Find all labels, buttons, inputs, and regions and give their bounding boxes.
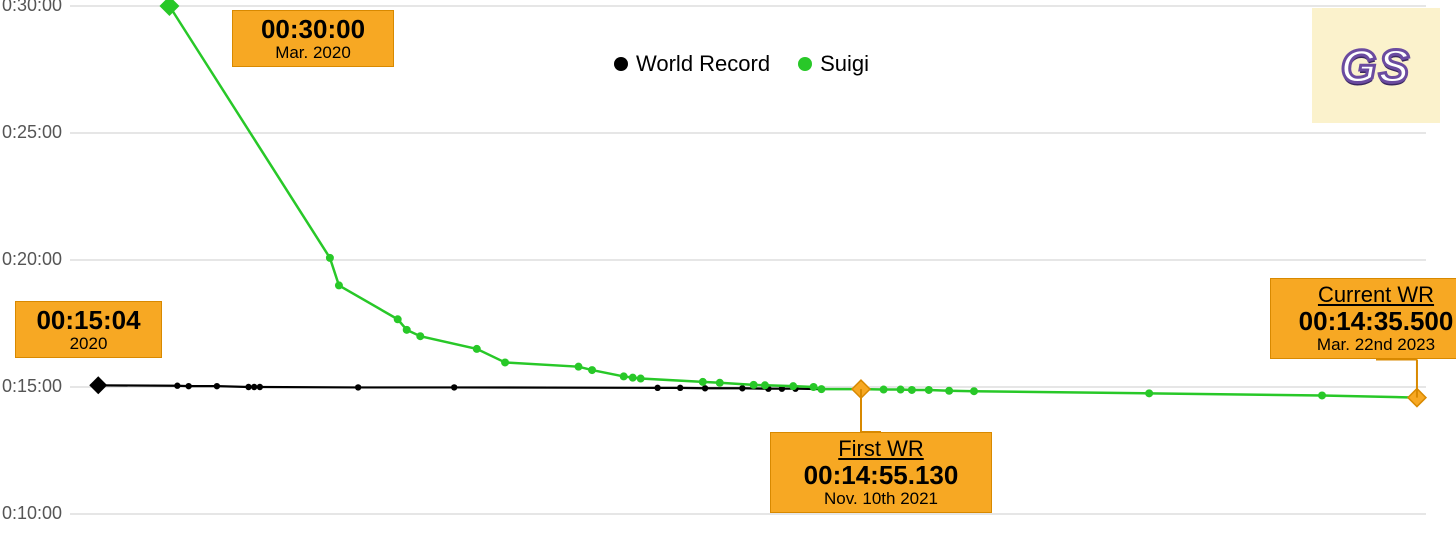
world-record-point <box>677 385 683 391</box>
callout-text: First WR <box>781 437 981 461</box>
suigi-point <box>945 387 953 395</box>
legend-dot <box>798 57 812 71</box>
legend-dot <box>614 57 628 71</box>
callout-suigi-start: 00:30:00Mar. 2020 <box>232 10 394 67</box>
suigi-point <box>575 363 583 371</box>
world-record-point <box>654 385 660 391</box>
legend-label: Suigi <box>820 51 869 77</box>
legend-item: Suigi <box>798 51 869 77</box>
y-tick-label: 0:30:00 <box>2 0 62 15</box>
world-record-point <box>251 384 257 390</box>
legend-label: World Record <box>636 51 770 77</box>
y-tick-label: 0:25:00 <box>2 122 62 142</box>
world-record-point <box>451 384 457 390</box>
y-tick-label: 0:10:00 <box>2 503 62 523</box>
legend: World Record Suigi <box>600 51 883 77</box>
callout-text: 00:14:35.500 <box>1281 307 1456 336</box>
suigi-point <box>473 345 481 353</box>
y-tick-label: 0:20:00 <box>2 249 62 269</box>
y-tick-label: 0:15:00 <box>2 376 62 396</box>
suigi-point <box>403 326 411 334</box>
suigi-point <box>761 381 769 389</box>
suigi-point <box>897 386 905 394</box>
legend-item: World Record <box>614 51 770 77</box>
callout-text: 00:30:00 <box>243 15 383 44</box>
world-record-point <box>739 385 745 391</box>
suigi-point <box>789 382 797 390</box>
callout-text: Mar. 2020 <box>243 44 383 63</box>
logo-text: GS <box>1341 39 1411 93</box>
world-record-start-diamond <box>89 376 107 394</box>
suigi-point <box>716 379 724 387</box>
world-record-point <box>702 385 708 391</box>
suigi-point <box>908 386 916 394</box>
world-record-point <box>214 383 220 389</box>
world-record-line <box>98 385 821 389</box>
world-record-point <box>257 384 263 390</box>
suigi-point <box>925 386 933 394</box>
suigi-point <box>810 383 818 391</box>
logo-badge: GS <box>1312 8 1440 123</box>
timeline-chart: 0:10:00 0:15:00 0:20:00 0:25:00 0:30:00 <box>0 0 1456 539</box>
suigi-point <box>326 254 334 262</box>
suigi-point <box>1145 389 1153 397</box>
world-record-point <box>185 383 191 389</box>
suigi-point <box>637 375 645 383</box>
suigi-start-diamond <box>159 0 179 16</box>
suigi-point <box>880 386 888 394</box>
callout-current-wr: Current WR00:14:35.500Mar. 22nd 2023 <box>1270 278 1456 359</box>
suigi-point <box>335 281 343 289</box>
suigi-point <box>817 385 825 393</box>
callout-wr-start: 00:15:042020 <box>15 301 162 358</box>
callout-text: Mar. 22nd 2023 <box>1281 336 1456 355</box>
world-record-point <box>174 383 180 389</box>
callout-text: 00:14:55.130 <box>781 461 981 490</box>
callout-text: Nov. 10th 2021 <box>781 490 981 509</box>
callout-text: 00:15:04 <box>26 306 151 335</box>
suigi-point <box>501 358 509 366</box>
suigi-point <box>394 315 402 323</box>
suigi-point <box>629 374 637 382</box>
suigi-point <box>699 378 707 386</box>
suigi-point <box>588 366 596 374</box>
suigi-point <box>416 332 424 340</box>
suigi-point <box>1318 391 1326 399</box>
world-record-point <box>245 384 251 390</box>
suigi-point <box>970 387 978 395</box>
callout-text: 2020 <box>26 335 151 354</box>
callout-text: Current WR <box>1281 283 1456 307</box>
world-record-point <box>355 384 361 390</box>
callout-first-wr: First WR00:14:55.130Nov. 10th 2021 <box>770 432 992 513</box>
suigi-point <box>750 381 758 389</box>
suigi-point <box>620 372 628 380</box>
